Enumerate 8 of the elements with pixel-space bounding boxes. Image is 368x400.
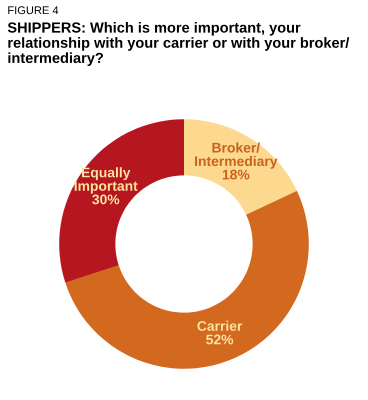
data-label: 52%	[206, 334, 234, 344]
caption: FIGURE 4	[8, 6, 58, 14]
slice-label: Carrier	[197, 320, 242, 331]
data-label: 18%	[222, 170, 250, 180]
slice-label: Equally Important	[74, 167, 138, 194]
data-label: 30%	[92, 194, 120, 204]
slice-label: Broker/ Intermediary	[195, 142, 278, 169]
chart-title: SHIPPERS: Which is more important, your relationship with your carrier or with your broker/ intermediary?	[8, 22, 350, 66]
